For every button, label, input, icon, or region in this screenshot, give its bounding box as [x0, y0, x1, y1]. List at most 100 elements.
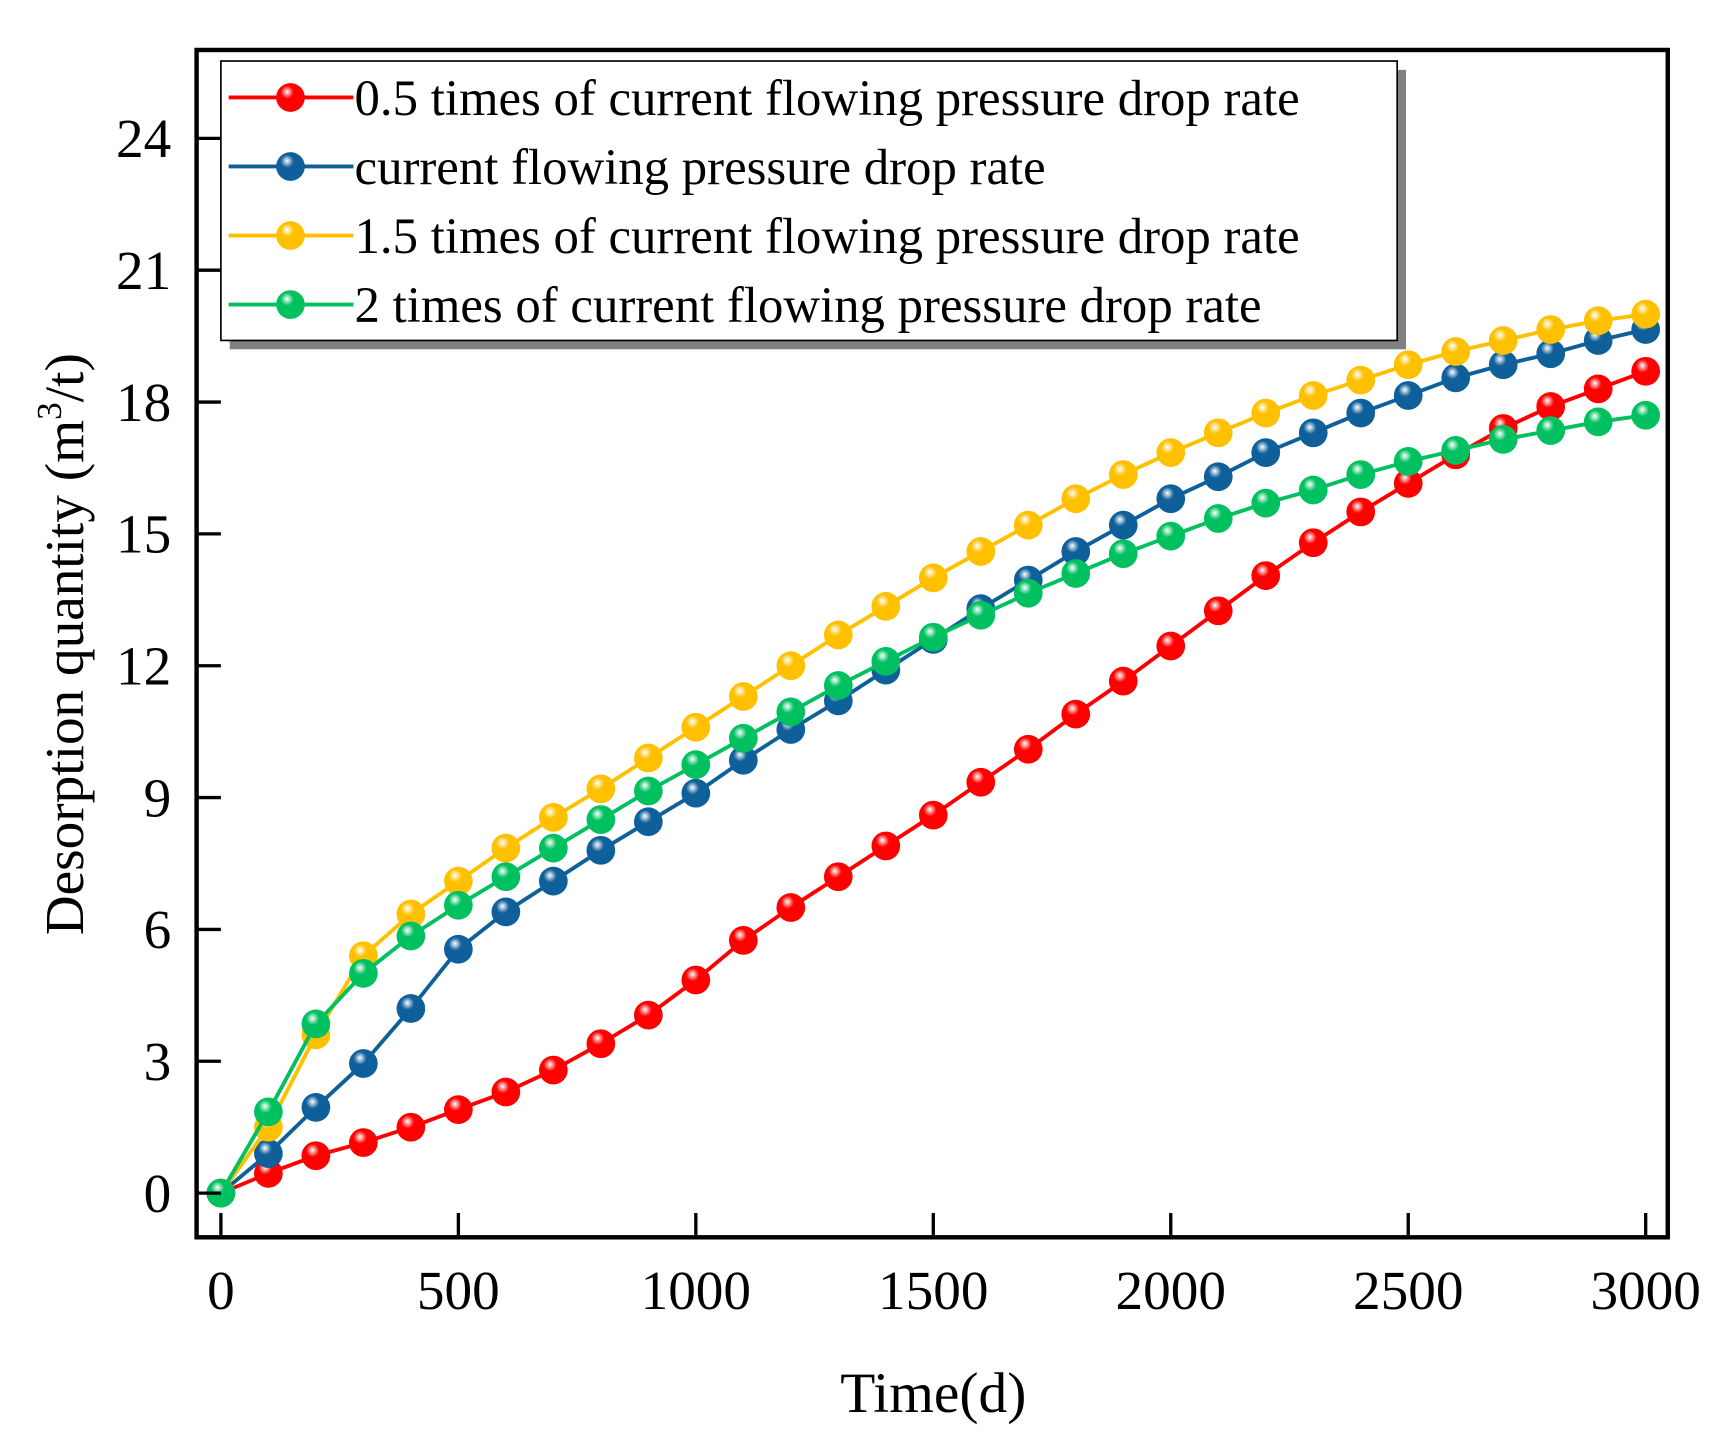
- data-point: [586, 774, 616, 804]
- data-point: [1631, 356, 1661, 386]
- legend-label: 2 times of current flowing pressure drop…: [355, 277, 1262, 333]
- y-tick-label: 18: [116, 372, 171, 433]
- data-point: [1346, 460, 1376, 489]
- data-point: [1203, 596, 1233, 626]
- data-point: [538, 866, 568, 896]
- data-point: [444, 890, 473, 920]
- data-point: [823, 620, 853, 650]
- data-point: [1441, 363, 1471, 393]
- y-tick-label: 9: [144, 767, 172, 828]
- data-point: [1536, 416, 1566, 445]
- data-point: [1013, 510, 1043, 540]
- data-point: [1061, 699, 1091, 729]
- data-point: [918, 800, 948, 830]
- data-point: [966, 537, 996, 566]
- data-point: [396, 899, 426, 929]
- data-point: [1108, 666, 1138, 696]
- data-point: [918, 563, 948, 593]
- data-point: [776, 893, 806, 922]
- x-axis-title: Time(d): [840, 1362, 1026, 1425]
- data-point: [1536, 315, 1566, 344]
- legend-marker: [276, 83, 305, 112]
- data-point: [1061, 484, 1091, 514]
- data-point: [1631, 400, 1661, 430]
- y-tick-label: 0: [144, 1163, 172, 1224]
- data-point: [1251, 438, 1281, 467]
- y-tick-label: 6: [144, 899, 172, 960]
- data-point: [254, 1139, 283, 1168]
- data-point: [1108, 460, 1138, 489]
- data-point: [586, 805, 616, 834]
- y-tick-label: 24: [116, 108, 171, 169]
- legend-box: [220, 60, 1399, 342]
- data-point: [491, 862, 521, 892]
- data-point: [1346, 398, 1376, 428]
- data-point: [586, 835, 616, 865]
- data-point: [1393, 381, 1423, 410]
- series-0: [206, 356, 1661, 1208]
- data-point: [538, 1055, 568, 1085]
- data-point: [1013, 578, 1043, 608]
- series-2: [206, 299, 1661, 1208]
- data-point: [1061, 537, 1091, 566]
- data-point: [396, 1112, 426, 1142]
- data-point: [586, 1029, 616, 1059]
- data-point: [1203, 418, 1233, 448]
- series-layer: [206, 299, 1661, 1208]
- data-point: [444, 1095, 473, 1124]
- data-point: [728, 745, 758, 775]
- data-point: [301, 1141, 331, 1171]
- data-point: [1298, 528, 1328, 558]
- legend-marker: [276, 290, 305, 319]
- data-point: [681, 712, 711, 742]
- data-point: [349, 1128, 378, 1157]
- data-point: [1583, 407, 1613, 437]
- data-point: [1583, 306, 1613, 336]
- data-point: [1488, 350, 1518, 380]
- series-line: [220, 369, 1647, 1195]
- ticks-layer: 0 500 1000 1500 2000 2500 3000 0 3 6 9 12 15 18 21 24: [116, 108, 1701, 1321]
- y-axis-title: Desorption quantity (m3/t): [30, 353, 95, 935]
- data-point: [491, 833, 521, 863]
- legend-label: current flowing pressure drop rate: [355, 139, 1046, 195]
- data-point: [444, 866, 473, 896]
- x-tick-label: 1500: [878, 1260, 988, 1321]
- y-tick-label: 3: [144, 1031, 172, 1092]
- y-tick-label: 12: [116, 636, 171, 697]
- x-tick-label: 2000: [1116, 1260, 1226, 1321]
- data-point: [633, 807, 663, 837]
- legend-item: current flowing pressure drop rate: [228, 139, 1046, 195]
- data-point: [728, 723, 758, 753]
- data-point: [1156, 438, 1186, 467]
- data-point: [681, 965, 711, 995]
- x-tick-label: 500: [417, 1260, 500, 1321]
- legend-marker: [276, 221, 305, 250]
- data-point: [633, 743, 663, 773]
- legend-item: 0.5 times of current flowing pressure dr…: [228, 70, 1300, 126]
- legend-label: 0.5 times of current flowing pressure dr…: [355, 70, 1300, 126]
- data-point: [1251, 488, 1281, 518]
- data-point: [1298, 418, 1328, 448]
- data-point: [1441, 436, 1471, 465]
- series-3: [206, 400, 1661, 1208]
- data-point: [1298, 475, 1328, 505]
- data-point: [538, 833, 568, 863]
- data-point: [1203, 462, 1233, 492]
- y-tick-label: 21: [116, 240, 171, 301]
- data-point: [1156, 521, 1186, 551]
- data-point: [1251, 398, 1281, 428]
- data-point: [254, 1097, 283, 1127]
- data-point: [633, 1000, 663, 1030]
- data-point: [1108, 539, 1138, 569]
- data-point: [1346, 497, 1376, 527]
- x-tick-label: 2500: [1353, 1260, 1463, 1321]
- data-point: [1298, 381, 1328, 410]
- data-point: [1156, 484, 1186, 514]
- data-point: [491, 897, 521, 927]
- data-point: [776, 697, 806, 727]
- data-point: [966, 767, 996, 797]
- data-point: [1346, 365, 1376, 395]
- data-point: [491, 1077, 521, 1107]
- data-point: [1393, 469, 1423, 498]
